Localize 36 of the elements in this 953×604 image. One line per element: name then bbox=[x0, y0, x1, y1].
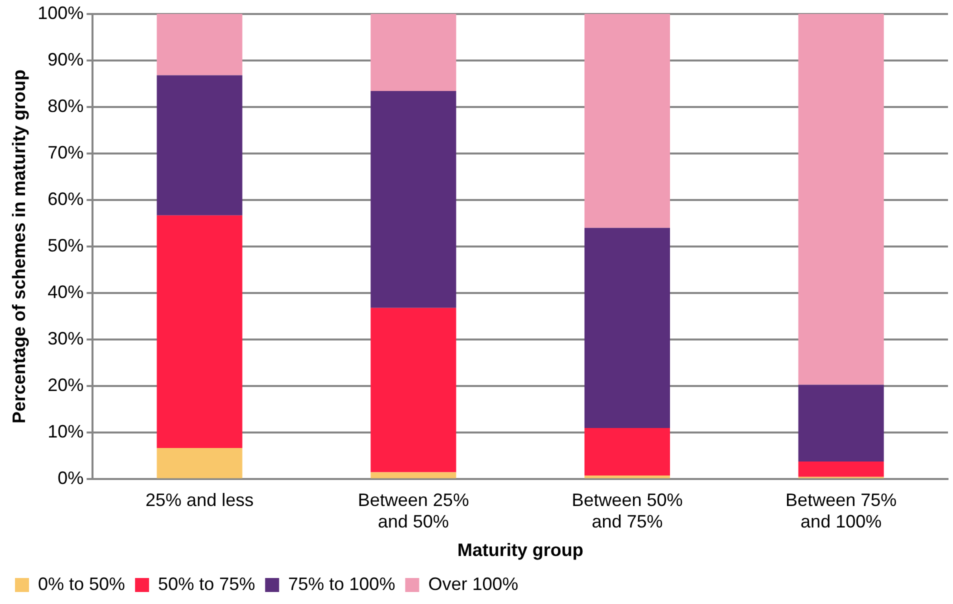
bar bbox=[156, 14, 242, 76]
bar bbox=[798, 14, 884, 385]
bar bbox=[156, 75, 242, 216]
bar bbox=[584, 475, 670, 478]
bar bbox=[370, 91, 456, 308]
y-tick-label: 80% bbox=[48, 96, 84, 116]
bar bbox=[370, 308, 456, 472]
bar bbox=[798, 462, 884, 477]
y-tick-label: 10% bbox=[48, 422, 84, 442]
y-tick-label: 100% bbox=[38, 2, 84, 23]
y-tick-label: 50% bbox=[48, 235, 84, 256]
bar bbox=[370, 472, 456, 478]
y-tick-label: 40% bbox=[48, 282, 84, 302]
bar bbox=[370, 14, 456, 92]
x-tick-label: Between 50% and 75% bbox=[572, 490, 683, 532]
y-tick-label: 90% bbox=[48, 49, 84, 70]
legend-label: 50% to 75% bbox=[158, 574, 256, 594]
x-tick-label: 25% and less bbox=[146, 490, 254, 510]
legend-label: Over 100% bbox=[428, 574, 518, 594]
x-tick-label: Between 75% and 100% bbox=[786, 490, 897, 532]
x-tick-label: Between 25% and 50% bbox=[358, 490, 469, 532]
y-tick-label: 0% bbox=[58, 468, 84, 488]
y-tick-label: 30% bbox=[48, 328, 84, 349]
y-tick-label: 20% bbox=[48, 375, 84, 396]
legend-label: 0% to 50% bbox=[38, 574, 126, 594]
bar bbox=[798, 384, 884, 462]
bar bbox=[584, 428, 670, 476]
bar bbox=[156, 448, 242, 478]
y-axis-title: Percentage of schemes in maturity group bbox=[8, 69, 29, 424]
bar bbox=[156, 215, 242, 448]
bar bbox=[584, 228, 670, 428]
legend-label: 75% to 100% bbox=[288, 574, 396, 594]
x-axis-title: Maturity group bbox=[457, 540, 584, 560]
y-tick-label: 60% bbox=[48, 188, 84, 209]
y-tick-label: 70% bbox=[48, 142, 84, 162]
bar bbox=[584, 14, 670, 228]
